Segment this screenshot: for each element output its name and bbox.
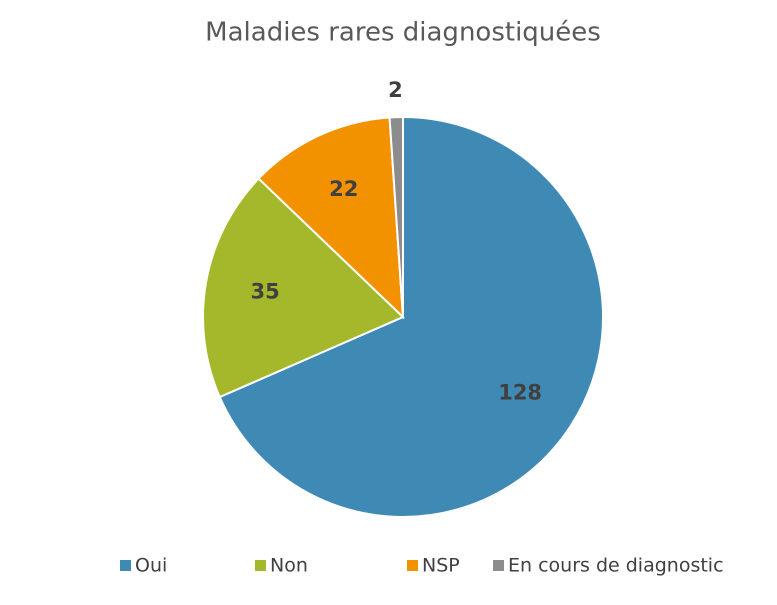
legend-label: Oui — [135, 555, 167, 577]
data-label: 22 — [329, 177, 358, 201]
legend-swatch — [255, 560, 266, 571]
data-label: 35 — [251, 279, 280, 303]
legend-label: NSP — [422, 555, 460, 577]
pie-slice — [202, 177, 405, 399]
chart-title: Maladies rares diagnostiquées — [205, 18, 601, 48]
pie-slice — [388, 115, 404, 318]
legend-label: Non — [270, 555, 308, 577]
data-label: 128 — [498, 381, 542, 405]
legend-label: En cours de diagnostic — [508, 555, 724, 577]
legend-swatch — [493, 560, 504, 571]
legend-swatch — [120, 560, 131, 571]
pie-slice — [257, 116, 405, 320]
pie-slice — [218, 115, 604, 518]
legend-swatch — [407, 560, 418, 571]
data-label: 2 — [388, 78, 403, 102]
